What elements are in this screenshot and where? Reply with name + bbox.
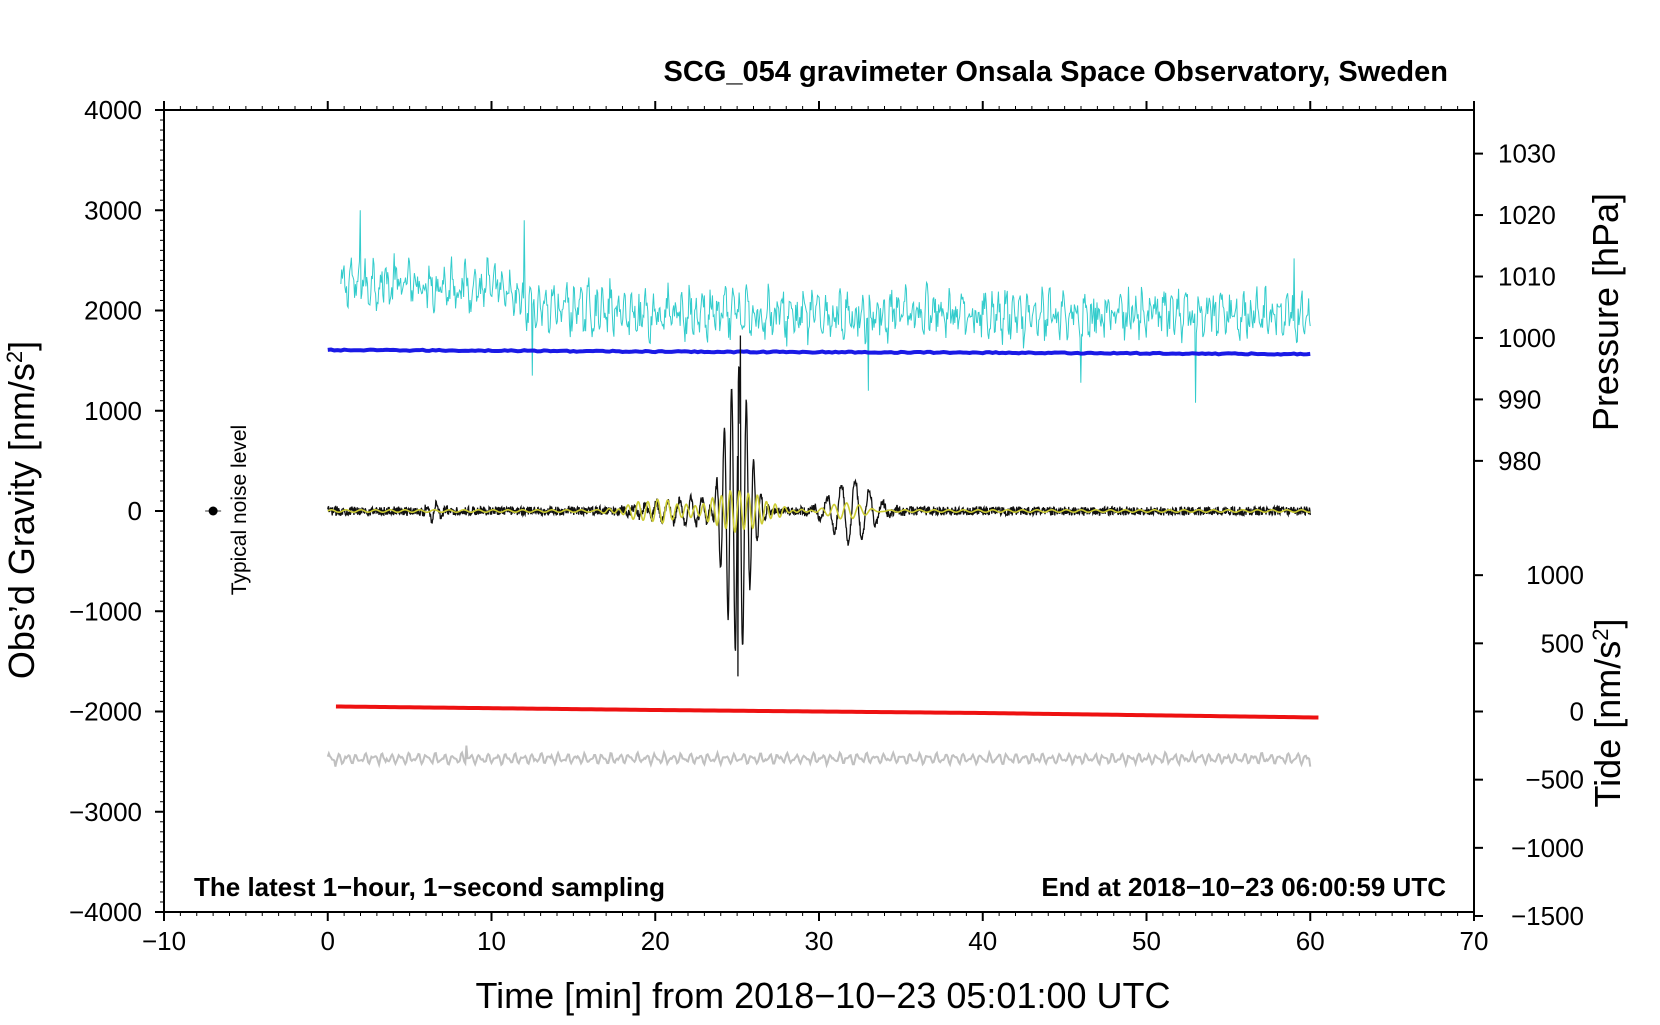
y-tide-tick-label: 1000 bbox=[1526, 560, 1584, 590]
series-layer bbox=[205, 210, 1319, 769]
y-left-tick-label: −1000 bbox=[69, 596, 142, 626]
y-axis-pressure-title: Pressure [hPa] bbox=[1585, 193, 1626, 431]
y-axis-left-title-text: Obs’d Gravity [nm/s bbox=[1, 363, 42, 679]
series-pressure bbox=[327, 347, 1311, 357]
x-tick-label: 50 bbox=[1132, 926, 1161, 956]
y-axis-tide-title-text: Tide [nm/s bbox=[1587, 641, 1628, 808]
noise-level-label: Typical noise level bbox=[228, 425, 251, 595]
x-tick-label: 60 bbox=[1296, 926, 1325, 956]
y-axis-left-title-sup: 2 bbox=[2, 351, 27, 363]
x-tick-label: 30 bbox=[805, 926, 834, 956]
series-pressure-fluctuation bbox=[340, 210, 1311, 403]
y-pressure-tick-label: 1000 bbox=[1498, 323, 1556, 353]
x-tick-label: 40 bbox=[968, 926, 997, 956]
y-pressure-tick-label: 1010 bbox=[1498, 262, 1556, 292]
y-tide-tick-label: 0 bbox=[1570, 697, 1584, 727]
series-tide bbox=[335, 704, 1319, 720]
y-axis-tide-title-sup: 2 bbox=[1588, 629, 1613, 641]
y-axis-tide-title: Tide [nm/s2] bbox=[1587, 619, 1628, 808]
x-tick-label: 0 bbox=[321, 926, 335, 956]
y-pressure-tick-label: 1030 bbox=[1498, 139, 1556, 169]
x-tick-label: 10 bbox=[477, 926, 506, 956]
y-left-tick-label: 3000 bbox=[84, 195, 142, 225]
chart-title: SCG_054 gravimeter Onsala Space Observat… bbox=[664, 56, 1448, 88]
x-tick-label: 20 bbox=[641, 926, 670, 956]
y-left-tick-label: −3000 bbox=[69, 797, 142, 827]
series-tide-residual bbox=[326, 745, 1312, 769]
y-tide-tick-label: 500 bbox=[1541, 628, 1584, 658]
x-tick-label: −10 bbox=[142, 926, 186, 956]
annotation-bottom-left: The latest 1−hour, 1−second sampling bbox=[194, 872, 665, 902]
y-left-tick-label: 2000 bbox=[84, 296, 142, 326]
y-left-tick-label: −2000 bbox=[69, 697, 142, 727]
y-tide-tick-label: −1500 bbox=[1511, 901, 1584, 931]
noise-level-marker bbox=[208, 506, 218, 516]
annotation-bottom-right: End at 2018−10−23 06:00:59 UTC bbox=[1041, 872, 1446, 902]
y-pressure-tick-label: 1020 bbox=[1498, 200, 1556, 230]
x-tick-label: 70 bbox=[1460, 926, 1489, 956]
y-axis-left-title: Obs’d Gravity [nm/s2] bbox=[1, 341, 42, 679]
y-left-tick-label: −4000 bbox=[69, 897, 142, 927]
y-pressure-tick-label: 990 bbox=[1498, 384, 1541, 414]
y-pressure-tick-label: 980 bbox=[1498, 446, 1541, 476]
y-left-tick-label: 1000 bbox=[84, 396, 142, 426]
y-left-tick-label: 4000 bbox=[84, 95, 142, 125]
y-axis-tide-title-end: ] bbox=[1587, 619, 1628, 629]
x-axis-title: Time [min] from 2018−10−23 05:01:00 UTC bbox=[475, 975, 1170, 1016]
series-filtered-gravity bbox=[327, 490, 1311, 533]
y-axis-left-title-end: ] bbox=[1, 341, 42, 351]
series-observed-gravity bbox=[327, 335, 1311, 677]
text-layer: SCG_054 gravimeter Onsala Space Observat… bbox=[1, 56, 1628, 1016]
y-tide-tick-label: −500 bbox=[1525, 765, 1584, 795]
y-tide-tick-label: −1000 bbox=[1511, 833, 1584, 863]
axes-layer: −10 0 10 20 30 40 50 60 70−4000−3000−2000−100001… bbox=[69, 95, 1584, 956]
y-left-tick-label: 0 bbox=[128, 496, 142, 526]
